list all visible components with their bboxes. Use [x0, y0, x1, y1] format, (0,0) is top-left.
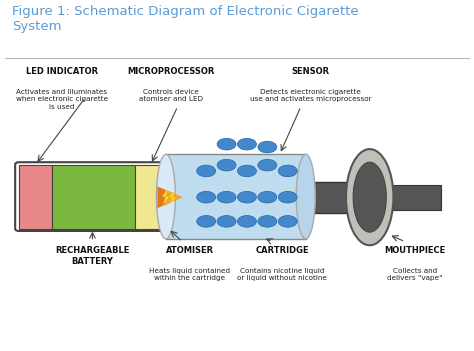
Text: LED INDICATOR: LED INDICATOR [26, 67, 98, 76]
Circle shape [258, 159, 277, 171]
Polygon shape [169, 190, 175, 205]
Ellipse shape [156, 154, 175, 239]
Polygon shape [165, 189, 182, 205]
Text: SENSOR: SENSOR [292, 67, 329, 76]
Circle shape [217, 191, 236, 203]
Bar [393, 185, 441, 210]
Bar [306, 182, 356, 213]
Circle shape [258, 141, 277, 153]
Text: Controls device
atomiser and LED: Controls device atomiser and LED [138, 89, 203, 102]
Circle shape [237, 165, 256, 177]
Circle shape [237, 191, 256, 203]
Text: RECHARGEABLE
BATTERY: RECHARGEABLE BATTERY [55, 246, 129, 265]
Circle shape [278, 216, 297, 227]
Text: MOUTHPIECE: MOUTHPIECE [384, 246, 446, 255]
Circle shape [217, 138, 236, 150]
Text: ATOMISER: ATOMISER [165, 246, 214, 255]
Circle shape [237, 138, 256, 150]
Polygon shape [157, 186, 182, 208]
Text: Detects electronic cigarette
use and activates microprocessor: Detects electronic cigarette use and act… [250, 89, 371, 102]
Bar [166, 154, 306, 239]
Bar [19, 165, 52, 229]
Ellipse shape [296, 154, 315, 239]
Circle shape [237, 216, 256, 227]
Text: Heats liquid contained
within the cartridge: Heats liquid contained within the cartri… [149, 268, 230, 282]
Bar [135, 165, 166, 229]
Text: Contains nicotine liquid
or liquid without nicotine: Contains nicotine liquid or liquid witho… [237, 268, 327, 282]
Circle shape [217, 216, 236, 227]
Text: Activates and illuminates
when electronic cigarette
is used: Activates and illuminates when electroni… [16, 89, 108, 110]
Ellipse shape [346, 149, 393, 245]
Circle shape [217, 159, 236, 171]
Circle shape [197, 216, 216, 227]
Circle shape [278, 165, 297, 177]
Text: MICROPROCESSOR: MICROPROCESSOR [127, 67, 214, 76]
Circle shape [258, 216, 277, 227]
Polygon shape [162, 188, 169, 206]
Text: CARTRIDGE: CARTRIDGE [255, 246, 309, 255]
Circle shape [278, 191, 297, 203]
Circle shape [258, 191, 277, 203]
Text: Figure 1: Schematic Diagram of Electronic Cigarette
System: Figure 1: Schematic Diagram of Electroni… [12, 5, 358, 33]
Circle shape [197, 165, 216, 177]
Bar [52, 165, 135, 229]
Text: Collects and
delivers "vape": Collects and delivers "vape" [387, 268, 443, 282]
FancyBboxPatch shape [15, 162, 310, 231]
Ellipse shape [353, 162, 386, 232]
Circle shape [197, 191, 216, 203]
